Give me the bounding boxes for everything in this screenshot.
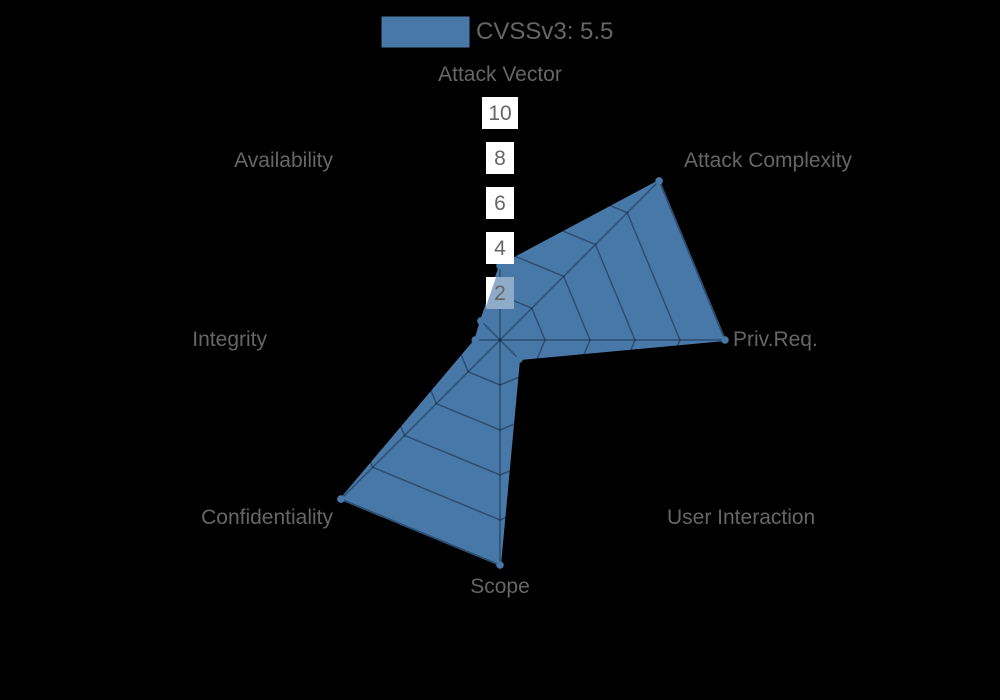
svg-text:Priv.Req.: Priv.Req.: [733, 328, 818, 351]
svg-text:10: 10: [488, 102, 511, 125]
svg-text:Integrity: Integrity: [192, 328, 267, 351]
svg-text:CVSSv3: 5.5: CVSSv3: 5.5: [476, 18, 613, 45]
svg-text:Scope: Scope: [470, 575, 530, 598]
svg-text:4: 4: [494, 237, 506, 260]
svg-text:Attack Vector: Attack Vector: [438, 63, 562, 86]
svg-text:8: 8: [494, 147, 506, 170]
svg-text:Attack Complexity: Attack Complexity: [684, 149, 853, 172]
svg-text:6: 6: [494, 192, 506, 215]
svg-text:User Interaction: User Interaction: [667, 506, 815, 529]
svg-text:Availability: Availability: [234, 149, 333, 172]
svg-text:2: 2: [494, 282, 506, 305]
svg-text:Confidentiality: Confidentiality: [201, 506, 333, 529]
